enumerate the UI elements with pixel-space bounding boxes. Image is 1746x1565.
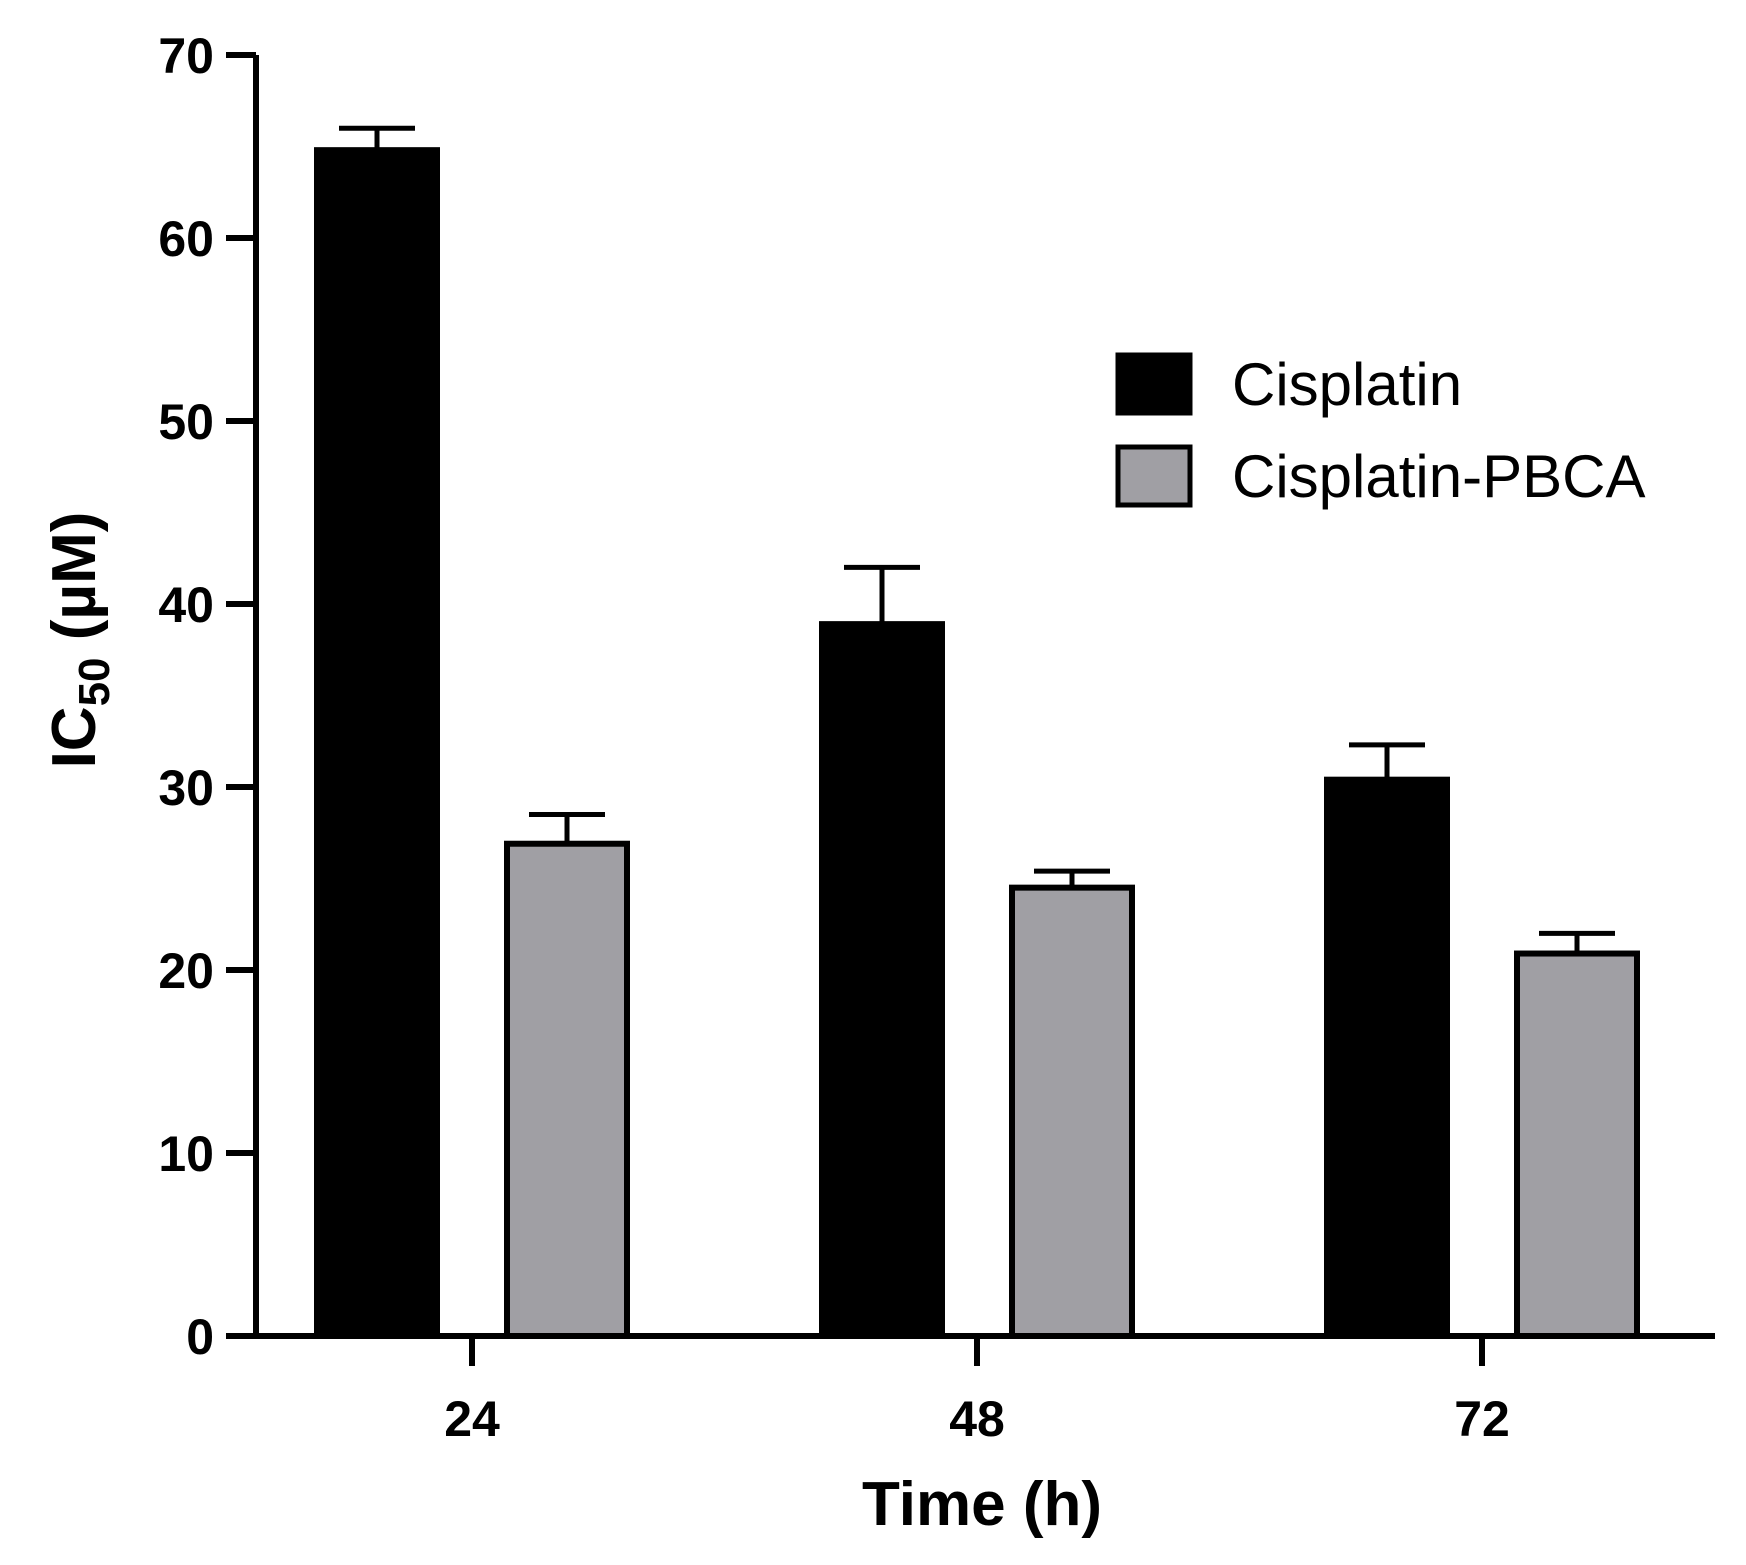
legend-label-cisplatin: Cisplatin	[1232, 351, 1462, 418]
y-tick-label: 20	[158, 943, 214, 999]
x-tick-label: 48	[949, 1391, 1005, 1447]
y-tick-label: 30	[158, 760, 214, 816]
bar-cisplatin-72	[1324, 776, 1450, 1339]
bar-cisplatin-48	[819, 621, 945, 1339]
y-axis-title: IC50 (µM)	[40, 512, 119, 769]
bars	[314, 125, 1640, 1340]
y-tick-label: 70	[158, 28, 214, 84]
legend-swatch-cisplatin-pbca	[1115, 444, 1193, 508]
y-axis-title-subscript: 50	[70, 657, 119, 706]
axes	[253, 55, 1715, 1339]
ticks: 0 10 20 30 40 50 60 70 24 48 72	[158, 28, 1509, 1447]
bar-cisplatin-pbca-24	[504, 840, 630, 1339]
y-axis-title-main: IC	[40, 706, 109, 768]
y-tick-label: 10	[158, 1126, 214, 1182]
bar-cisplatin-24	[314, 147, 440, 1339]
bar-cisplatin-pbca-72	[1514, 950, 1640, 1340]
legend-label-cisplatin-pbca: Cisplatin-PBCA	[1232, 443, 1645, 510]
legend: Cisplatin Cisplatin-PBCA	[1115, 351, 1645, 510]
x-tick-label: 72	[1454, 1391, 1510, 1447]
x-axis-title: Time (h)	[862, 1470, 1102, 1539]
y-axis-title-unit: (µM)	[40, 512, 109, 658]
bar-cisplatin-pbca-48	[1009, 884, 1135, 1340]
y-tick-label: 60	[158, 211, 214, 267]
y-tick-label: 50	[158, 394, 214, 450]
x-tick-label: 24	[444, 1391, 500, 1447]
y-tick-label: 0	[186, 1309, 214, 1365]
legend-swatch-cisplatin	[1115, 352, 1193, 416]
y-tick-label: 40	[158, 577, 214, 633]
